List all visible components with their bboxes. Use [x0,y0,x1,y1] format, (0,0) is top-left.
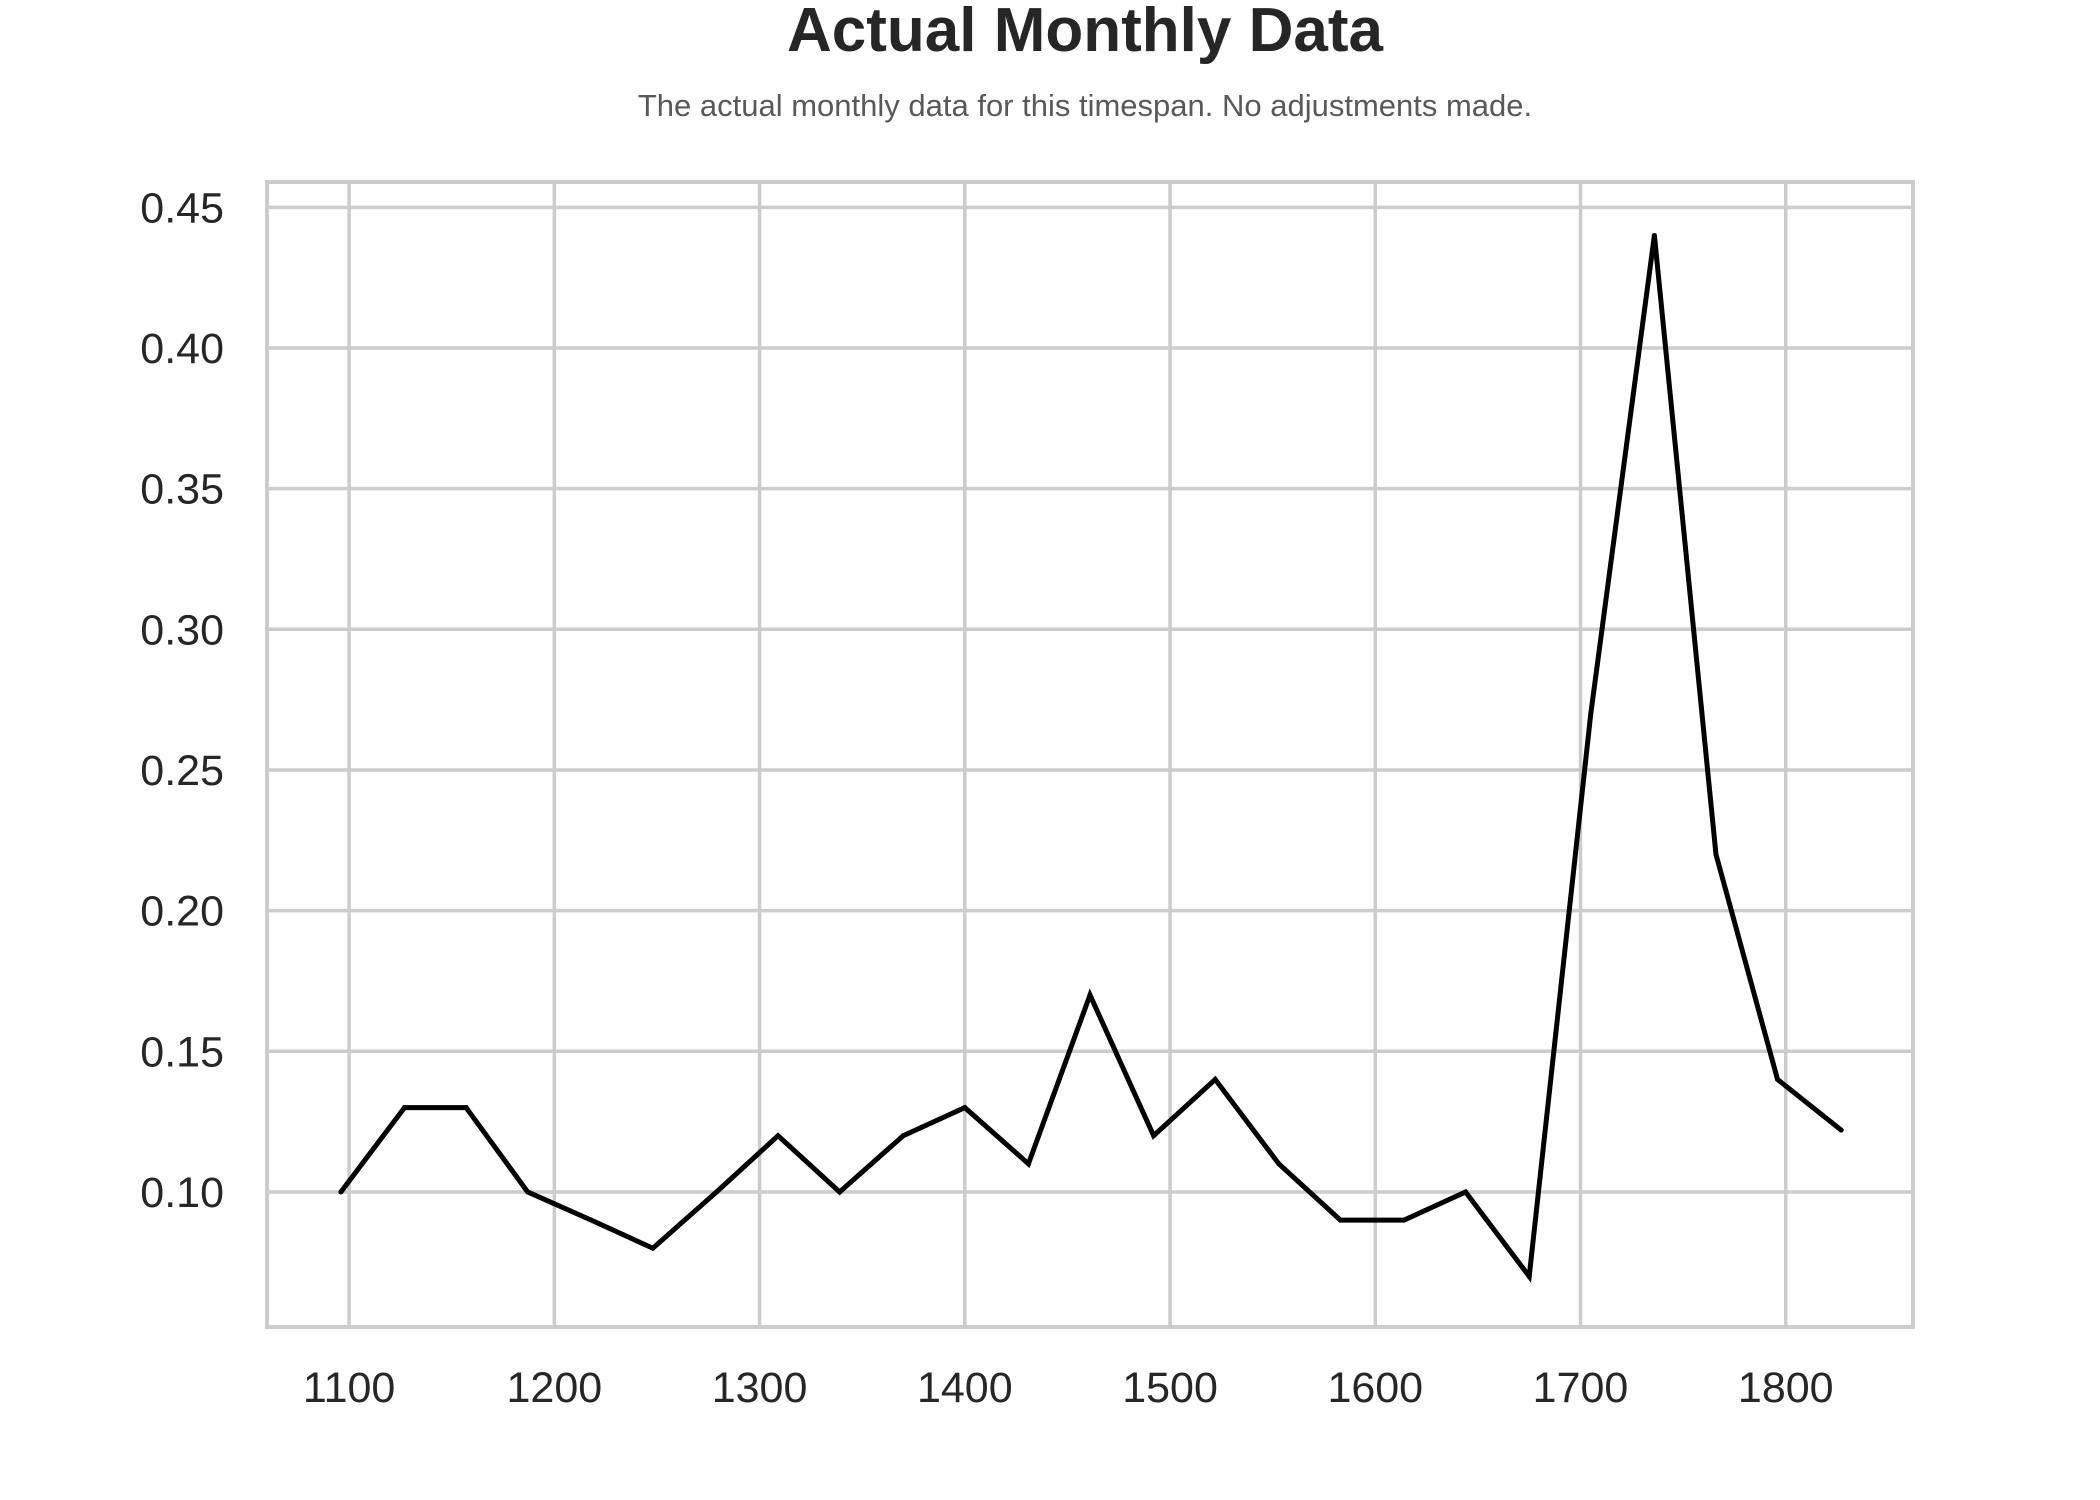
x-tick-label: 1500 [1122,1364,1218,1412]
series-line [338,235,1843,1283]
data-point [900,1133,906,1139]
data-point [588,1217,594,1223]
data-point [402,1105,408,1111]
x-tick-label: 1700 [1533,1364,1629,1412]
chart-subtitle: The actual monthly data for this timespa… [637,88,1533,123]
x-tick-label: 1800 [1738,1364,1834,1412]
data-point [1713,851,1719,857]
data-point [962,1105,968,1111]
x-tick-label: 1400 [917,1364,1013,1412]
series-layer [338,232,1844,1283]
data-point [1151,1133,1157,1139]
data-point [1463,1189,1469,1195]
y-tick-label: 0.10 [140,1169,224,1217]
y-tick-label: 0.20 [140,888,224,936]
y-tick-label: 0.35 [140,466,224,514]
data-point [775,1133,781,1139]
data-point [1337,1217,1343,1223]
y-tick-label: 0.40 [140,325,224,373]
data-point [1526,1273,1532,1279]
x-tick-label: 1100 [303,1364,395,1412]
plot-border [265,180,1915,1329]
y-tick-label: 0.15 [140,1028,224,1076]
data-point [1651,232,1657,238]
y-tick-label: 0.30 [140,606,224,654]
data-point [650,1245,656,1251]
data-point [1212,1076,1218,1082]
x-tick-label: 1200 [506,1364,602,1412]
plot-frame [265,180,1915,1329]
data-point [1775,1076,1781,1082]
y-tick-label: 0.45 [140,184,224,232]
x-tick-label: 1600 [1327,1364,1423,1412]
data-point [338,1189,344,1195]
data-point [463,1105,469,1111]
data-point [713,1189,719,1195]
data-point [1276,1161,1282,1167]
x-axis-ticks: 1100 1200 1300 1400 1500 1600 1700 1800 [303,1364,1834,1412]
data-point [1838,1127,1844,1133]
data-point [525,1189,531,1195]
grid [267,182,1913,1327]
y-axis-ticks: 0.10 0.15 0.20 0.25 0.30 0.35 0.40 0.45 [140,184,224,1217]
chart-title: Actual Monthly Data [787,0,1383,65]
data-point [1588,711,1594,717]
y-tick-label: 0.25 [140,747,224,795]
data-point [837,1189,843,1195]
x-tick-label: 1300 [712,1364,808,1412]
data-point [1401,1217,1407,1223]
data-point [1087,992,1093,998]
data-point [1025,1161,1031,1167]
